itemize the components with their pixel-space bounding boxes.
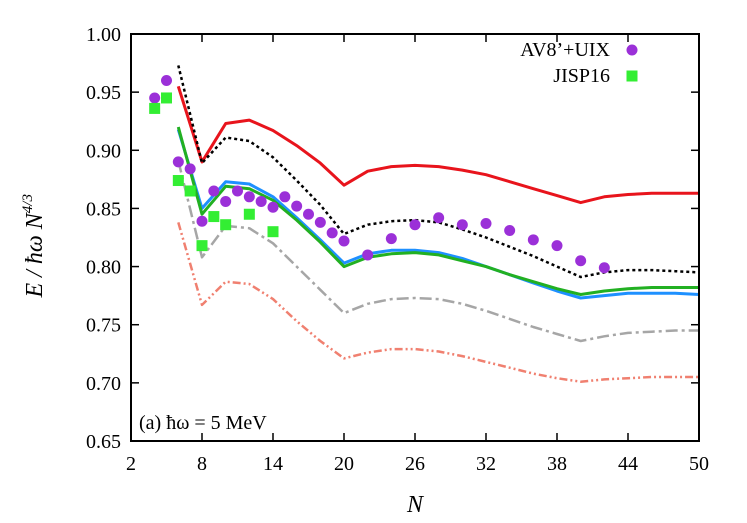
av8-uix-point [267, 201, 279, 213]
y-tick-label: 0.85 [86, 198, 121, 220]
y-tick-label: 0.75 [86, 315, 121, 337]
av8-uix-point [208, 185, 220, 197]
x-tick-label: 38 [547, 453, 567, 475]
series-line-2 [176, 128, 700, 300]
y-axis-title: E / ħω N4/3 [20, 194, 48, 298]
hbar-omega-annotation: (a) ħω = 5 MeV [139, 412, 267, 434]
av8-uix-point [255, 195, 267, 207]
legend-label-jisp16: JISP16 [553, 65, 610, 87]
x-tick-label: 50 [689, 453, 709, 475]
jisp16-point [184, 185, 196, 197]
series-line-0 [176, 85, 699, 205]
x-tick-label: 26 [405, 453, 425, 475]
jisp16-point [243, 208, 255, 220]
av8-uix-point [161, 75, 172, 87]
series-line-1 [177, 65, 700, 279]
y-tick-label: 1.00 [86, 24, 121, 46]
x-tick-label: 8 [197, 453, 207, 475]
ticks-layer: 2 8 14 20 26 32 38 44 50 0.65 0.70 0.75 0.80 0.85 0.90… [86, 24, 709, 475]
jisp16-point [161, 92, 172, 104]
av8-uix-point [220, 195, 232, 207]
y-tick-label: 0.95 [86, 82, 121, 104]
av8-uix-point [504, 225, 516, 237]
series-line-3 [176, 126, 699, 296]
jisp16-point [208, 211, 220, 223]
x-tick-label: 44 [618, 453, 638, 475]
jisp16-point [149, 102, 161, 114]
av8-uix-point [196, 215, 208, 227]
av8-uix-point [291, 200, 303, 212]
x-axis-title: N [406, 492, 425, 518]
av8-uix-point [409, 219, 421, 231]
av8-uix-point [232, 185, 243, 197]
av8-uix-point [314, 216, 326, 228]
av8-uix-point [456, 219, 468, 231]
av8-uix-point [385, 233, 397, 245]
legend-label-av8-uix: AV8’+UIX [520, 39, 610, 61]
y-tick-label: 0.65 [86, 431, 121, 453]
av8-uix-point [551, 240, 563, 252]
legend-marker-jisp16 [626, 70, 638, 82]
jisp16-point [220, 219, 232, 231]
av8-uix-point [575, 255, 587, 267]
av8-uix-point [184, 163, 196, 175]
x-tick-label: 20 [334, 453, 354, 475]
legend: AV8’+UIX JISP16 [520, 39, 638, 87]
legend-marker-av8-uix [626, 44, 638, 56]
y-tick-label: 0.70 [86, 373, 121, 395]
x-tick-label: 14 [263, 453, 283, 475]
av8-uix-point [279, 191, 291, 203]
series-layer [149, 65, 700, 383]
av8-uix-point [303, 208, 314, 220]
av8-uix-point [243, 191, 255, 203]
av8-uix-point [527, 234, 539, 246]
series-line-5 [177, 222, 699, 383]
x-tick-label: 32 [476, 453, 496, 475]
jisp16-point [196, 240, 208, 252]
av8-uix-point [480, 218, 492, 230]
av8-uix-point [149, 92, 161, 104]
av8-uix-point [362, 249, 374, 261]
av8-uix-point [338, 235, 350, 247]
av8-uix-point [598, 262, 610, 274]
y-axis-title-base: E / ħω N [22, 211, 48, 298]
x-tick-label: 2 [126, 453, 136, 475]
y-axis-title-exponent: 4/3 [20, 194, 36, 213]
av8-uix-point [326, 227, 338, 239]
av8-uix-point [433, 212, 445, 224]
y-tick-label: 0.80 [86, 257, 121, 279]
jisp16-point [172, 175, 184, 187]
av8-uix-point [172, 156, 184, 168]
jisp16-point [267, 226, 279, 238]
y-tick-label: 0.90 [86, 140, 121, 162]
